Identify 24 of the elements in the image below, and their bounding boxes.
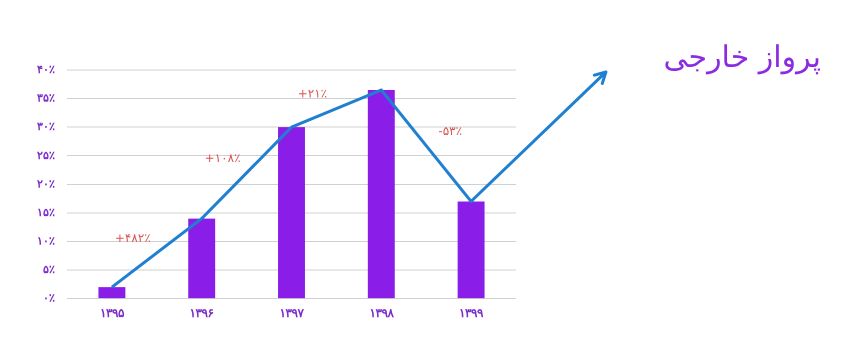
x-tick-label: ۱۳۹۹ [459,306,484,320]
annotation: -۵۳٪ [438,124,462,138]
x-tick-label: ۱۳۹۶ [190,306,214,320]
annotation: +۱۰۸٪ [204,150,241,165]
annotation: +۴۸۲٪ [114,231,151,246]
y-tick-label: ۲۰٪ [37,178,55,190]
bar [188,218,216,298]
bar [458,201,485,298]
y-tick-label: ۱۵٪ [37,206,55,219]
bar [278,127,305,298]
y-tick-label: ۴۰٪ [37,64,55,76]
y-tick-label: ۵٪ [43,264,55,276]
y-tick-label: ۲۵٪ [37,150,55,162]
y-tick-label: ۳۰٪ [37,121,55,134]
bar [368,90,395,298]
x-tick-label: ۱۳۹۸ [369,306,394,320]
y-tick-label: ۰٪ [43,292,55,305]
y-tick-label: ۱۰٪ [37,235,55,248]
text: پرواز خارجی [664,40,821,75]
x-tick-label: ۱۳۹۵ [100,306,125,320]
y-tick-label: ۳۵٪ [37,92,55,105]
annotation: +۲۱٪ [298,86,328,101]
x-tick-label: ۱۳۹۷ [280,306,304,320]
bar [98,287,126,298]
